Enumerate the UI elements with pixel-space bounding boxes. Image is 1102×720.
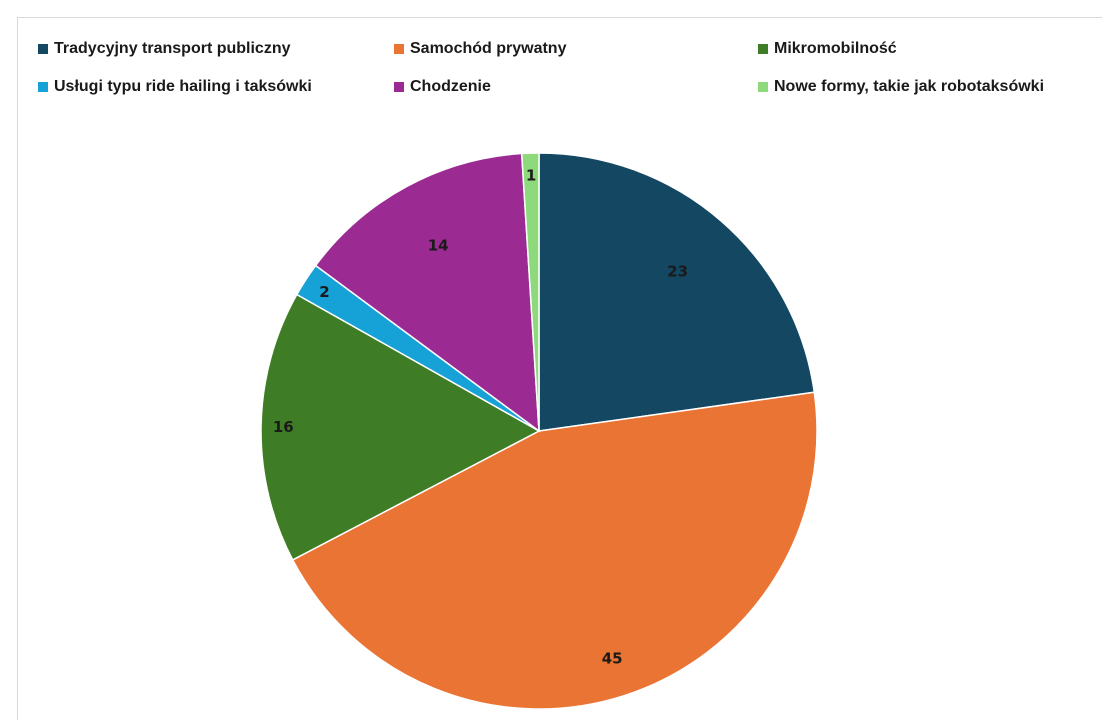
pie-slice-tradycyjny-transport-publiczny xyxy=(538,152,816,432)
pie-slice-nowe-formy-takie-jak-robotaksowki xyxy=(520,152,540,432)
legend-swatch-chodzenie xyxy=(394,82,404,92)
pie-slice-mikromobilnosc xyxy=(260,293,541,561)
pie-slice-chodzenie xyxy=(314,152,540,433)
data-label-samochod-prywatny: 45 xyxy=(602,650,623,668)
legend-item-tradycyjny-transport: Tradycyjny transport publiczny xyxy=(38,40,291,58)
legend-label-chodzenie: Chodzenie xyxy=(410,78,491,95)
legend-swatch-samochod-prywatny xyxy=(394,44,404,54)
legend-label-samochod-prywatny: Samochód prywatny xyxy=(410,40,567,57)
chart-legend: Tradycyjny transport publiczny Samochód … xyxy=(18,18,1102,128)
legend-label-nowe-formy: Nowe formy, takie jak robotaksówki xyxy=(774,78,1045,95)
legend-swatch-ride-hailing xyxy=(38,82,48,92)
legend-item-mikromobilnosc: Mikromobilność xyxy=(758,40,897,58)
legend-label-ride-hailing: Usługi typu ride hailing i taksówki xyxy=(54,78,312,95)
chart-frame: Tradycyjny transport publiczny Samochód … xyxy=(17,17,1102,720)
legend-label-mikromobilnosc: Mikromobilność xyxy=(774,40,897,57)
legend-item-nowe-formy: Nowe formy, takie jak robotaksówki xyxy=(758,78,1044,96)
data-label-tradycyjny-transport-publiczny: 23 xyxy=(667,263,688,281)
legend-item-samochod-prywatny: Samochód prywatny xyxy=(394,40,566,58)
data-label-chodzenie: 14 xyxy=(428,236,449,254)
legend-item-ride-hailing: Usługi typu ride hailing i taksówki xyxy=(38,78,312,96)
legend-swatch-nowe-formy xyxy=(758,82,768,92)
legend-label-tradycyjny-transport: Tradycyjny transport publiczny xyxy=(54,40,291,57)
data-label-uslugi-typu-ride-hailing-i-taksowki: 2 xyxy=(319,283,329,301)
legend-item-chodzenie: Chodzenie xyxy=(394,78,491,96)
pie-slice-samochod-prywatny xyxy=(291,391,818,710)
legend-swatch-tradycyjny-transport xyxy=(38,44,48,54)
data-label-mikromobilnosc: 16 xyxy=(273,418,294,436)
pie-chart: 23 45 16 2 14 1 xyxy=(260,152,818,710)
data-label-nowe-formy-takie-jak-robotaksowki: 1 xyxy=(526,166,536,184)
legend-swatch-mikromobilnosc xyxy=(758,44,768,54)
